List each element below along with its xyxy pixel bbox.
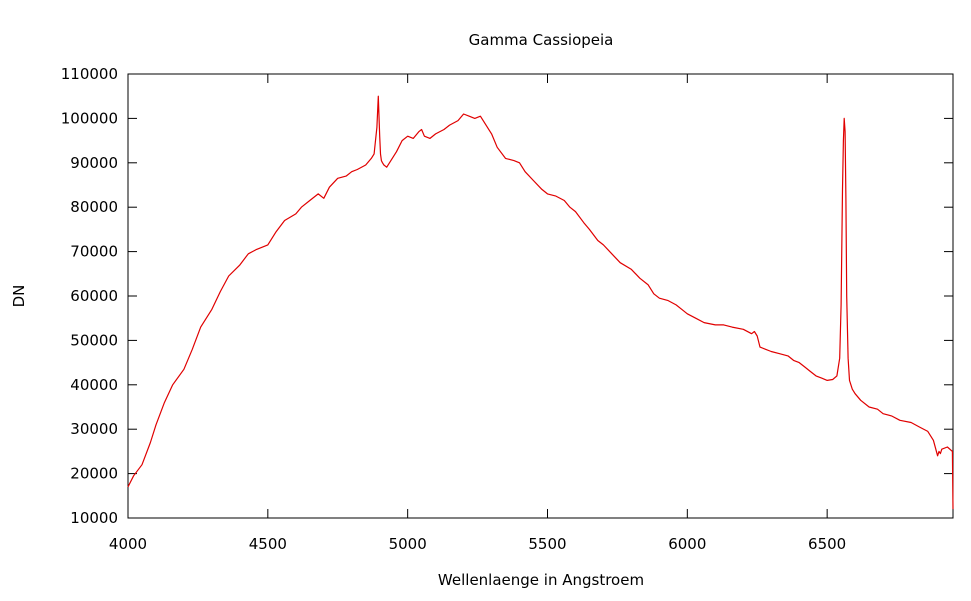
y-tick-label: 60000 <box>70 287 118 305</box>
y-tick-label: 50000 <box>70 331 118 349</box>
y-tick-label: 80000 <box>70 198 118 216</box>
y-tick-label: 70000 <box>70 243 118 261</box>
series-layer <box>127 95 954 510</box>
x-axis: 4000 4500 5000 5500 6000 6500 <box>109 74 846 553</box>
y-axis-label: DN <box>10 285 28 308</box>
x-tick-label: 5000 <box>389 535 427 553</box>
y-tick-label: 10000 <box>70 509 118 527</box>
x-tick-label: 4000 <box>109 535 147 553</box>
x-axis-label: Wellenlaenge in Angstroem <box>438 571 644 589</box>
y-tick-label: 30000 <box>70 420 118 438</box>
x-tick-label: 4500 <box>249 535 287 553</box>
x-tick-label: 6500 <box>808 535 846 553</box>
spectrum-line <box>127 95 954 510</box>
y-tick-label: 110000 <box>61 65 118 83</box>
y-tick-label: 100000 <box>61 109 118 127</box>
x-tick-label: 5500 <box>528 535 566 553</box>
y-tick-label: 40000 <box>70 376 118 394</box>
chart-title: Gamma Cassiopeia <box>469 31 614 49</box>
plot-frame <box>127 73 954 519</box>
y-tick-label: 90000 <box>70 154 118 172</box>
y-axis: 10000 20000 30000 40000 50000 60000 70000 80000… <box>61 65 953 527</box>
x-tick-label: 6000 <box>668 535 706 553</box>
y-tick-label: 20000 <box>70 465 118 483</box>
